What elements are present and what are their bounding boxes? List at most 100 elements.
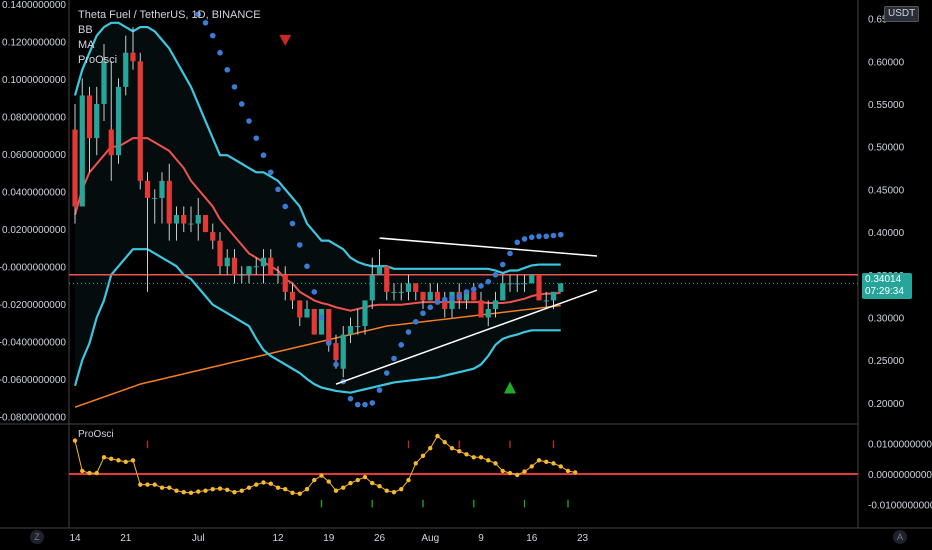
- candle-body: [478, 300, 484, 318]
- right-axis-tick: 0.55000: [868, 100, 905, 111]
- x-axis-tick: 9: [478, 533, 484, 544]
- left-axis-tick: -0.0200000000: [0, 300, 66, 311]
- candle-body: [173, 215, 180, 224]
- osc-dot: [246, 485, 252, 490]
- osc-dot: [449, 446, 455, 451]
- psar-dot: [405, 329, 412, 335]
- osc-dot: [507, 470, 513, 476]
- psar-dot: [449, 295, 455, 301]
- candle-body: [115, 86, 122, 156]
- candle-body: [159, 180, 165, 198]
- currency-badge[interactable]: USDT: [884, 6, 920, 22]
- bottom-left-button[interactable]: Z: [30, 530, 44, 544]
- psar-dot: [195, 11, 202, 18]
- symbol-title[interactable]: Theta Fuel / TetherUS, 1D, BINANCE: [78, 9, 261, 21]
- candle-body: [72, 129, 78, 207]
- osc-dot: [326, 479, 331, 484]
- osc-dot: [72, 438, 78, 443]
- candle-body: [188, 223, 194, 225]
- candle-body: [94, 103, 100, 139]
- candle-body: [304, 308, 310, 318]
- osc-dot: [348, 480, 353, 486]
- left-axis-tick: 0.0400000000: [2, 188, 66, 199]
- osc-dot: [167, 485, 172, 490]
- chart-legend: Theta Fuel / TetherUS, 1D, BINANCE BB MA…: [78, 8, 261, 68]
- bollinger-upper-line: [73, 21, 561, 275]
- osc-dot: [464, 452, 469, 457]
- oscillator-label[interactable]: ProOsci: [78, 429, 114, 440]
- right-axis-tick: 0.50000: [868, 143, 905, 154]
- osc-dot: [254, 482, 259, 487]
- candle-body: [202, 215, 209, 233]
- left-axis-tick: 0.1400000000: [2, 0, 66, 11]
- indicator-bb[interactable]: BB: [78, 24, 93, 36]
- osc-dot: [87, 470, 92, 476]
- candle-body: [260, 257, 267, 267]
- candle-body: [246, 266, 252, 275]
- candle-body: [333, 343, 339, 361]
- candle-body: [318, 308, 325, 335]
- osc-dot: [413, 461, 418, 466]
- osc-dot: [283, 486, 288, 492]
- osc-dot: [435, 433, 440, 439]
- osc-dot: [493, 461, 498, 466]
- right-axis-tick: 0.25000: [868, 356, 905, 367]
- x-axis-tick: 26: [374, 533, 386, 544]
- psar-dot: [478, 283, 484, 289]
- psar-dot: [543, 233, 550, 240]
- candle-body: [500, 283, 506, 301]
- osc-dot: [188, 490, 194, 496]
- osc-dot: [94, 470, 99, 476]
- osc-dot: [551, 461, 556, 466]
- candle-body: [355, 326, 361, 328]
- osc-dot: [304, 486, 310, 492]
- osc-dot: [319, 473, 324, 478]
- psar-dot: [456, 293, 463, 299]
- osc-dot: [290, 490, 295, 496]
- candle-body: [391, 291, 397, 293]
- candle-body: [86, 95, 93, 139]
- indicator-proosci[interactable]: ProOsci: [78, 54, 118, 66]
- psar-dots: [195, 11, 564, 408]
- candle-body: [492, 300, 499, 309]
- psar-dot: [289, 220, 296, 227]
- psar-dot: [463, 289, 470, 295]
- indicator-ma[interactable]: MA: [78, 39, 95, 51]
- candle-body: [514, 283, 520, 285]
- candle-body: [195, 215, 201, 224]
- trendline: [335, 289, 598, 385]
- psar-dot: [550, 232, 557, 239]
- candle-body: [413, 283, 419, 292]
- candle-body: [181, 215, 187, 224]
- psar-dot: [412, 318, 419, 325]
- bottom-right-button[interactable]: A: [893, 530, 907, 544]
- osc-dot: [101, 455, 107, 460]
- psar-dot: [369, 400, 376, 406]
- osc-dot: [312, 477, 317, 483]
- candle-body: [420, 291, 426, 301]
- trendlines[interactable]: [335, 237, 598, 385]
- candle-body: [463, 291, 470, 301]
- psar-dot: [267, 169, 274, 176]
- osc-axis-tick: 0.0000000000: [868, 470, 932, 481]
- candle-body: [297, 300, 303, 318]
- psar-dot: [427, 304, 434, 311]
- osc-dot: [500, 468, 505, 474]
- osc-dot: [370, 480, 375, 486]
- osc-dot: [80, 468, 85, 474]
- osc-dot: [471, 455, 476, 460]
- osc-axis-tick: 0.0100000000: [868, 440, 932, 451]
- candle-body: [384, 266, 390, 292]
- left-axis-tick: 0.0600000000: [2, 150, 66, 161]
- psar-dot: [376, 387, 383, 393]
- x-axis-tick: 12: [272, 533, 284, 544]
- candle-body: [326, 308, 332, 344]
- psar-dot: [521, 236, 528, 242]
- osc-dot: [174, 488, 179, 493]
- osc-dot: [486, 458, 491, 463]
- right-axis-tick: 0.30000: [868, 314, 905, 325]
- candle-body: [275, 274, 281, 276]
- psar-dot: [209, 32, 216, 39]
- psar-dot: [441, 296, 448, 303]
